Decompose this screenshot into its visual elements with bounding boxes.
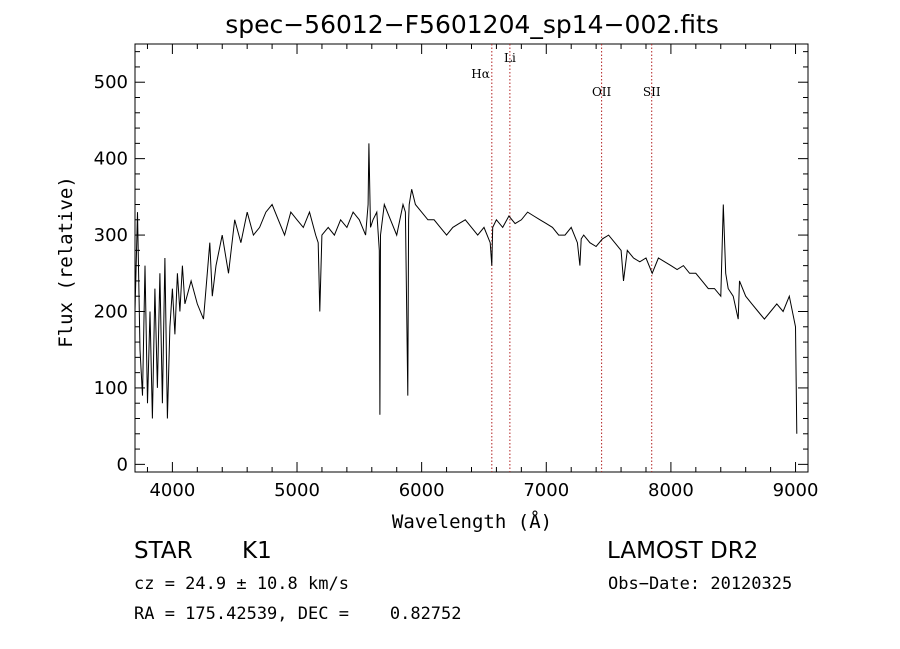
object-subclass: K1 [242,538,272,564]
y-tick-label: 0 [117,454,128,475]
line-marker-label: OII [592,85,612,99]
x-tick-label: 7000 [523,480,569,501]
x-tick-label: 8000 [648,480,694,501]
y-axis-label: Flux (relative) [55,176,77,348]
object-class: STAR [134,538,193,564]
line-marker-label: Li [504,51,516,65]
x-tick-label: 5000 [274,480,320,501]
spectrum-plot: spec−56012−F5601204_sp14−002.fits 4000 50… [55,10,819,533]
axis-ticks: 4000 5000 6000 7000 8000 9000 0 100 200 300 400 500 [94,44,819,501]
spectrum-line [134,143,798,434]
x-tick-label: 9000 [773,480,819,501]
line-marker-label: SII [643,85,661,99]
x-tick-label: 4000 [149,480,195,501]
survey-name: LAMOST DR2 [607,538,759,564]
x-axis-label: Wavelength (Å) [392,510,552,533]
y-tick-label: 400 [94,149,128,170]
chart-title: spec−56012−F5601204_sp14−002.fits [225,10,719,39]
coordinates: RA = 175.42539, DEC = 0.82752 [134,604,462,624]
y-tick-label: 500 [94,72,128,93]
redshift-cz: cz = 24.9 ± 10.8 km/s [134,574,349,594]
line-marker-label: Hα [471,67,490,81]
line-markers: Hα Li OII SII [471,44,661,472]
x-tick-label: 6000 [399,480,445,501]
plot-frame [134,43,809,473]
y-tick-label: 200 [94,302,128,323]
observation-date: Obs−Date: 20120325 [608,574,793,594]
y-tick-label: 100 [94,378,128,399]
y-tick-label: 300 [94,225,128,246]
